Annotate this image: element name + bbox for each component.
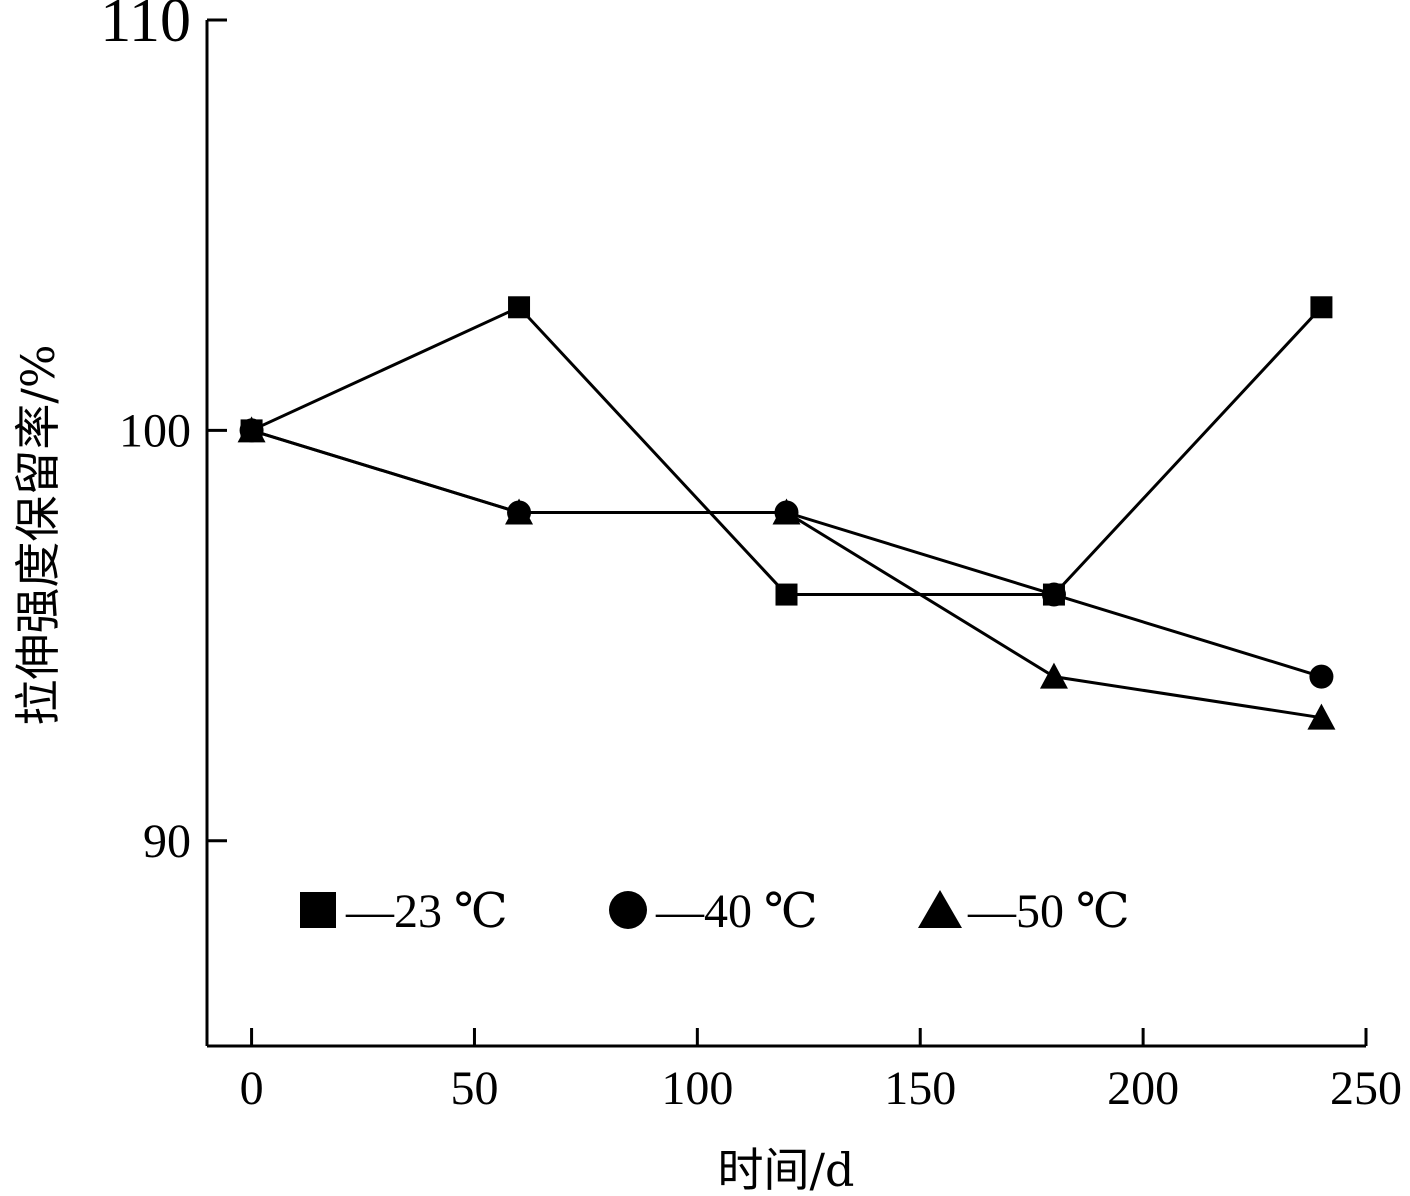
x-axis-title: 时间/d bbox=[718, 1143, 855, 1196]
x-tick-label: 0 bbox=[240, 1062, 264, 1115]
series-line-triangle bbox=[251, 428, 1322, 720]
y-tick-label: 110 bbox=[100, 0, 191, 55]
x-tick-label: 250 bbox=[1330, 1062, 1402, 1115]
data-point-square bbox=[775, 583, 798, 606]
data-point-triangle bbox=[505, 498, 534, 525]
data-point-triangle bbox=[237, 416, 266, 443]
x-tick-label: 100 bbox=[661, 1062, 733, 1115]
data-point-circle bbox=[1041, 582, 1066, 607]
x-tick-label: 200 bbox=[1107, 1062, 1179, 1115]
data-point-square bbox=[1310, 296, 1333, 319]
y-axis-title: 拉伸强度保留率/% bbox=[11, 344, 65, 725]
data-point-triangle bbox=[1307, 703, 1336, 730]
series-line-square bbox=[250, 305, 1323, 597]
ticks bbox=[207, 18, 1368, 1046]
tick-labels: 0 50 100 150 200 250 90 100 110 bbox=[100, 0, 1402, 1115]
x-tick-label: 50 bbox=[450, 1062, 498, 1115]
legend-label: —23 ℃ bbox=[345, 885, 508, 938]
legend-marker-square bbox=[300, 892, 336, 928]
series-line-circle bbox=[251, 428, 1322, 679]
x-tick-label: 150 bbox=[884, 1062, 956, 1115]
legend-marker-triangle bbox=[918, 890, 962, 928]
legend-label: —40 ℃ bbox=[655, 885, 818, 938]
data-point-triangle bbox=[1039, 662, 1068, 689]
legend-marker-circle bbox=[609, 891, 647, 929]
series-markers bbox=[237, 296, 1336, 730]
y-tick-label: 90 bbox=[143, 815, 191, 868]
legend-label: —50 ℃ bbox=[967, 885, 1130, 938]
axes bbox=[205, 20, 1366, 1048]
data-point-circle bbox=[1309, 664, 1334, 689]
data-point-triangle bbox=[772, 498, 801, 525]
legend: —23 ℃ —40 ℃ —50 ℃ bbox=[300, 885, 1130, 938]
data-point-square bbox=[508, 296, 531, 319]
y-tick-label: 100 bbox=[119, 405, 191, 458]
